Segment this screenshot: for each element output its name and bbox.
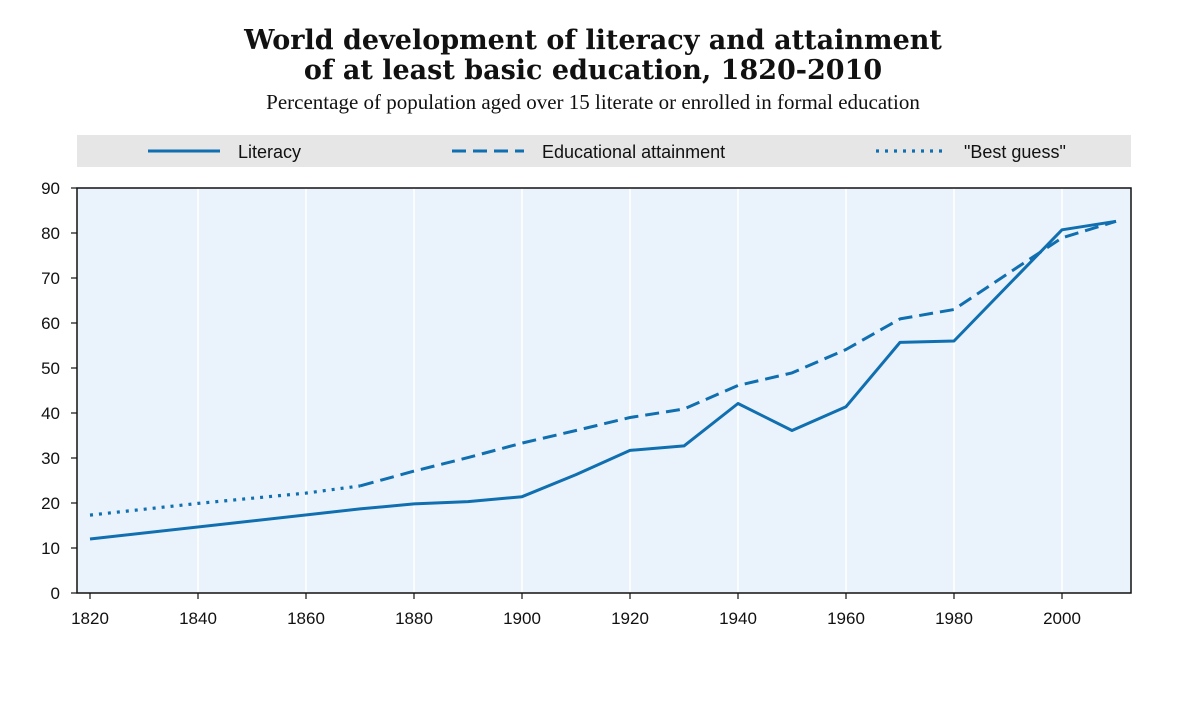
- x-tick-label-1900: 1900: [503, 609, 541, 628]
- chart-title-line-2: of at least basic education, 1820-2010: [303, 55, 883, 86]
- x-tick-label-1840: 1840: [179, 609, 217, 628]
- series-line-educational-attainment: [359, 219, 1117, 488]
- legend-item-literacy: Literacy: [148, 142, 301, 162]
- chart-subtitle: Percentage of population aged over 15 li…: [266, 90, 920, 114]
- y-axis: 0 10 20 30 40 50 60 70 80 90: [41, 179, 77, 603]
- y-tick-label-60: 60: [41, 314, 60, 333]
- x-tick-label-1940: 1940: [719, 609, 757, 628]
- legend-background: [77, 135, 1131, 167]
- legend-item-best-guess: "Best guess": [876, 142, 1066, 162]
- x-tick-label-1820: 1820: [71, 609, 109, 628]
- plot-area: [77, 188, 1131, 593]
- x-tick-label-1860: 1860: [287, 609, 325, 628]
- legend-item-educational-attainment: Educational attainment: [452, 142, 725, 162]
- y-tick-label-40: 40: [41, 404, 60, 423]
- y-tick-label-30: 30: [41, 449, 60, 468]
- x-tick-label-1960: 1960: [827, 609, 865, 628]
- series-line-best-guess: [89, 484, 361, 517]
- legend-label-literacy: Literacy: [238, 142, 301, 162]
- y-tick-label-70: 70: [41, 269, 60, 288]
- x-tick-label-1920: 1920: [611, 609, 649, 628]
- y-tick-label-50: 50: [41, 359, 60, 378]
- y-tick-label-80: 80: [41, 224, 60, 243]
- gridlines: [197, 188, 1063, 593]
- legend-label-best-guess: "Best guess": [964, 142, 1066, 162]
- x-tick-label-1980: 1980: [935, 609, 973, 628]
- y-tick-label-0: 0: [51, 584, 60, 603]
- legend-label-educational-attainment: Educational attainment: [542, 142, 725, 162]
- y-tick-label-20: 20: [41, 494, 60, 513]
- x-tick-label-2000: 2000: [1043, 609, 1081, 628]
- x-axis: 1820 1840 1860 1880 1900 1920 1940 1960 1980 2000: [71, 593, 1081, 628]
- plot-border: [76, 187, 1132, 594]
- series-line-literacy: [89, 219, 1117, 541]
- x-tick-label-1880: 1880: [395, 609, 433, 628]
- chart-title-line-1: World development of literacy and attain…: [244, 25, 942, 56]
- y-tick-label-90: 90: [41, 179, 60, 198]
- y-tick-label-10: 10: [41, 539, 60, 558]
- series-layer: [89, 219, 1117, 541]
